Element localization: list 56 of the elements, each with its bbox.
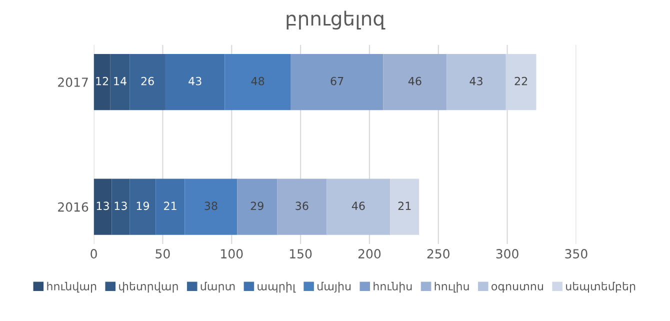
- data-label: 38: [204, 202, 218, 210]
- x-tick-label: 200: [358, 249, 381, 258]
- data-label: 46: [408, 76, 422, 86]
- data-label: 21: [164, 202, 176, 210]
- data-label: 21: [398, 202, 411, 210]
- bar: [390, 178, 420, 235]
- data-label: 46: [352, 202, 365, 210]
- data-label: 12: [96, 76, 108, 86]
- legend-label: հունվար: [47, 282, 96, 293]
- legend-label: հուլիս: [434, 282, 469, 293]
- bar: [506, 54, 536, 110]
- bar: [277, 178, 327, 235]
- data-label: 43: [188, 76, 202, 86]
- legend-label: սեպտեմբեր: [566, 282, 636, 293]
- y-tick-label: 2016: [58, 202, 88, 212]
- legend-label: մարտ: [200, 282, 235, 293]
- bar: [326, 178, 390, 235]
- bar: [130, 54, 166, 110]
- data-label: 43: [470, 76, 482, 86]
- bar: [94, 178, 112, 235]
- bar: [130, 178, 156, 235]
- data-label: 67: [330, 76, 344, 86]
- bar: [237, 178, 278, 235]
- bar: [156, 178, 185, 235]
- legend-label: ապրիլ: [258, 282, 296, 293]
- data-label: 48: [251, 76, 264, 86]
- bar: [224, 54, 291, 110]
- bar: [94, 54, 110, 110]
- data-label: 13: [114, 202, 127, 210]
- x-tick-label: 150: [290, 249, 312, 258]
- legend-label: հունիս: [374, 282, 412, 293]
- chart-title: բրուցելոզ: [286, 10, 386, 30]
- x-tick-label: 250: [427, 249, 450, 258]
- bar: [184, 178, 238, 235]
- data-label: 36: [296, 202, 308, 210]
- bar: [383, 54, 447, 110]
- legend-label: փետրվար: [119, 282, 178, 293]
- data-label: 19: [136, 202, 150, 210]
- bar: [112, 178, 130, 235]
- x-tick-label: 50: [156, 249, 170, 258]
- data-label: 14: [114, 77, 126, 86]
- x-tick-label: 350: [565, 249, 588, 258]
- bar: [446, 54, 506, 110]
- x-tick-label: 300: [496, 249, 518, 258]
- bar: [165, 54, 225, 110]
- legend-label: մայիս: [318, 282, 351, 293]
- bar: [290, 54, 384, 110]
- data-label: 26: [141, 76, 154, 86]
- data-label: 13: [96, 202, 109, 210]
- bar: [110, 54, 130, 110]
- x-tick-label: 0: [90, 249, 97, 258]
- legend-label: օգոստոս: [492, 284, 543, 293]
- data-label: 29: [250, 202, 264, 210]
- x-tick-label: 100: [221, 249, 243, 258]
- y-tick-label: 2017: [58, 78, 88, 87]
- data-label: 22: [514, 76, 528, 86]
